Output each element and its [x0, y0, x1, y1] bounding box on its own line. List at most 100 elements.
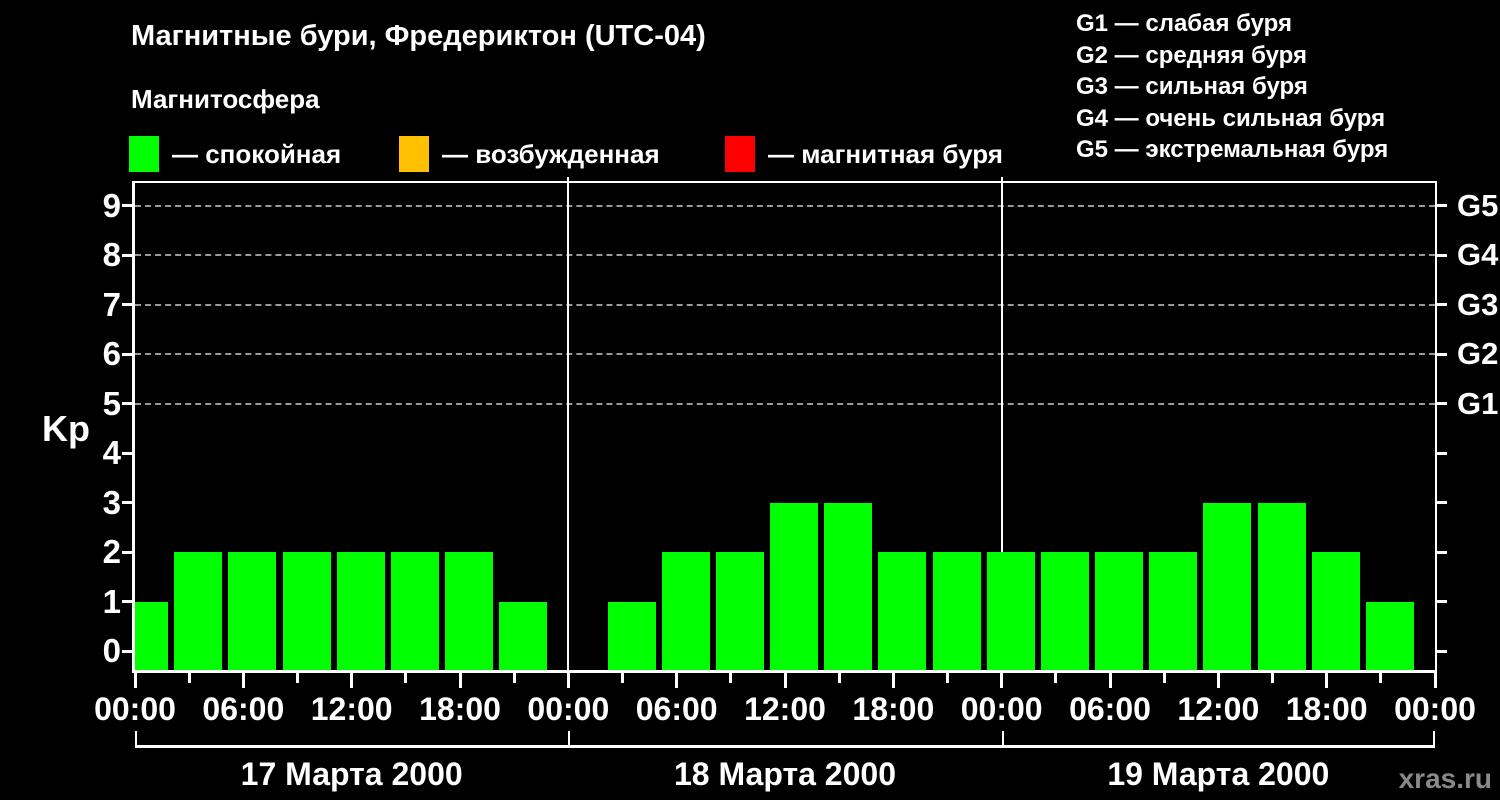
- x-tick-label: 12:00: [744, 691, 826, 727]
- y-tick-label: 0: [102, 632, 121, 669]
- kp-bar: [390, 552, 439, 670]
- right-axis-tick: [1437, 253, 1447, 257]
- x-axis-tick: [1325, 673, 1329, 688]
- g-scale-legend: G1 — слабая буря G2 — средняя буря G3 — …: [1076, 8, 1388, 166]
- kp-bar: [986, 552, 1035, 670]
- legend-label: — возбужденная: [442, 139, 660, 169]
- g-level-label: G2: [1457, 336, 1499, 371]
- y-tick-label: 6: [102, 335, 121, 372]
- right-axis-tick: [1437, 303, 1447, 306]
- gridline: [135, 353, 1435, 355]
- gridline: [135, 402, 1435, 405]
- right-axis-tick: [1437, 451, 1447, 455]
- g2-legend-line: G2 — средняя буря: [1076, 41, 1307, 69]
- y-tick-label: 2: [102, 533, 121, 570]
- watermark: xras.ru: [1398, 763, 1492, 794]
- kp-bar: [1365, 601, 1414, 670]
- x-tick-label: 18:00: [419, 691, 501, 727]
- date-bracket-tick: [1001, 731, 1004, 748]
- x-axis-tick: [1216, 673, 1220, 688]
- kp-bar: [661, 552, 710, 670]
- kp-bar: [499, 601, 548, 670]
- y-tick-label: 7: [102, 285, 121, 323]
- x-tick-label: 00:00: [527, 691, 610, 727]
- x-axis-tick: [1379, 673, 1383, 683]
- y-axis-tick: [122, 402, 132, 405]
- y-tick-label: 5: [102, 384, 121, 422]
- x-axis-tick: [783, 673, 787, 688]
- kp-bar: [770, 502, 818, 670]
- y-axis-title: Kp: [42, 408, 90, 449]
- gridline: [135, 254, 1435, 256]
- x-axis-tick: [458, 673, 462, 688]
- x-axis-tick: [837, 673, 841, 683]
- kp-bar: [932, 552, 981, 670]
- kp-bar: [135, 601, 168, 670]
- date-bracket-tick: [1433, 731, 1435, 748]
- plot-area: 0 1 2 3 4 5 6 7 8 9 G5 G4 G3 G2 G1 00:00 06:00 12:00 18:00…: [94, 177, 1498, 725]
- kp-bar: [1257, 502, 1306, 670]
- x-tick-label: 12:00: [310, 691, 393, 727]
- y-tick-label: 1: [102, 582, 121, 620]
- y-tick-label: 3: [102, 483, 121, 521]
- x-tick-label: 18:00: [852, 691, 935, 727]
- right-axis-tick: [1437, 550, 1447, 554]
- y-tick-label: 9: [102, 186, 121, 224]
- day-boundary-line: [567, 177, 570, 670]
- right-axis-tick: [1437, 600, 1447, 603]
- x-axis-tick: [1108, 673, 1112, 688]
- date-bracket-tick: [568, 731, 571, 748]
- x-tick-label: 06:00: [1069, 691, 1151, 727]
- right-axis-tick: [1437, 402, 1447, 405]
- legend-item-unsettled: — возбужденная: [399, 136, 660, 172]
- magnetosphere-subtitle: Магнитосфера: [131, 84, 320, 114]
- day-boundary-line: [1000, 177, 1003, 670]
- x-axis-tick: [891, 673, 895, 688]
- right-axis-tick: [1437, 352, 1447, 356]
- quiet-swatch-icon: [129, 136, 159, 172]
- kp-bar: [1149, 552, 1198, 670]
- x-axis-tick: [1271, 673, 1274, 683]
- x-axis-tick: [1054, 673, 1058, 683]
- y-axis-tick: [122, 303, 132, 306]
- kp-bar: [1203, 502, 1252, 670]
- right-axis-tick: [1437, 204, 1447, 207]
- x-axis-tick: [1162, 673, 1166, 683]
- y-axis-tick: [122, 550, 132, 554]
- kp-bar: [715, 552, 764, 670]
- kp-bar: [282, 552, 331, 670]
- x-axis-tick: [946, 673, 949, 683]
- g5-legend-line: G5 — экстремальная буря: [1076, 136, 1389, 163]
- g3-legend-line: G3 — сильная буря: [1076, 73, 1308, 100]
- y-axis-tick: [122, 451, 132, 455]
- x-tick-label: 12:00: [1177, 691, 1260, 727]
- kp-bar: [878, 552, 927, 670]
- storm-swatch-icon: [725, 136, 755, 172]
- kp-bar: [607, 601, 656, 670]
- x-tick-label: 00:00: [960, 691, 1043, 727]
- x-tick-label: 06:00: [202, 691, 285, 727]
- x-axis-tick: [729, 673, 733, 683]
- g4-legend-line: G4 — очень сильная буря: [1076, 104, 1386, 132]
- x-axis-tick: [350, 673, 354, 688]
- g-level-label: G3: [1457, 286, 1499, 322]
- unsettled-swatch-icon: [399, 136, 429, 172]
- y-axis-tick: [122, 204, 132, 207]
- gridline: [135, 303, 1435, 306]
- legend-item-quiet: — спокойная: [129, 136, 341, 172]
- y-axis-tick: [122, 501, 132, 504]
- page-title: Магнитные бури, Фредериктон (UTC-04): [131, 20, 706, 52]
- legend-label: — спокойная: [172, 139, 342, 169]
- kp-bar: [174, 552, 223, 670]
- x-tick-label: 00:00: [1394, 691, 1476, 727]
- kp-bar: [1311, 552, 1360, 670]
- kp-bar: [1040, 552, 1089, 670]
- x-tick-label: 18:00: [1285, 691, 1368, 727]
- kp-bar: [228, 552, 277, 670]
- x-axis-tick: [296, 673, 299, 683]
- x-axis-tick: [566, 673, 570, 688]
- x-axis-tick: [675, 673, 679, 688]
- x-axis-tick: [621, 673, 624, 683]
- x-axis-tick: [404, 673, 408, 683]
